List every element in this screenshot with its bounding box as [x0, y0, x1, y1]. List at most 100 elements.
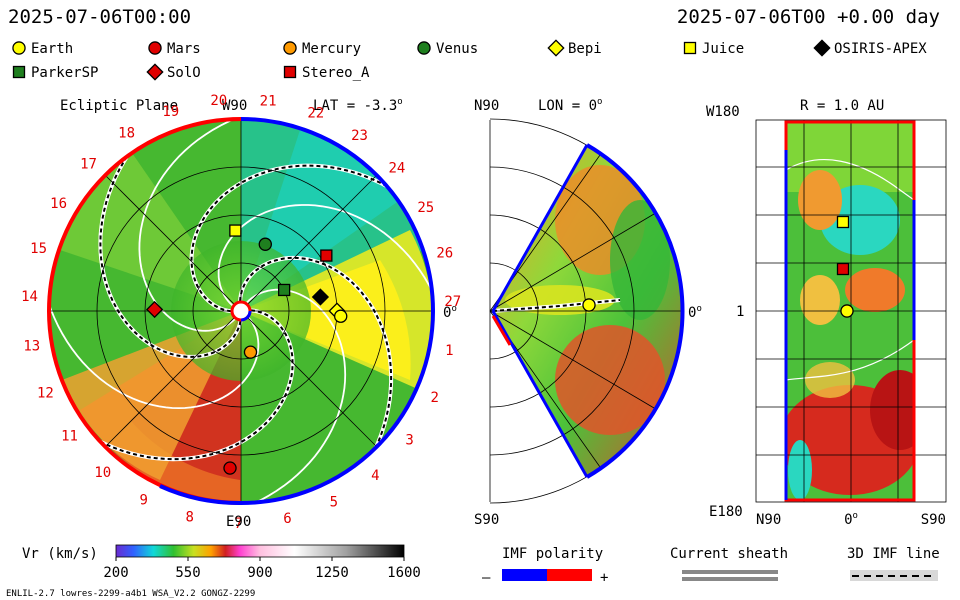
- colorbar-tick: 900: [247, 565, 272, 581]
- colorbar-label: Vr (km/s): [22, 546, 98, 562]
- carrington-label: 10: [94, 465, 111, 481]
- body-venus: [258, 237, 272, 251]
- carrington-label: 14: [21, 289, 38, 305]
- meridional-top-label: N90: [474, 98, 499, 114]
- carrington-label: 5: [330, 495, 338, 511]
- sphere-bottom-left: E180: [709, 504, 743, 520]
- footer-info: ENLIL-2.7 lowres-2299-a4b1 WSA_V2.2 GONG…: [6, 589, 255, 599]
- carrington-label: 24: [388, 160, 405, 176]
- right-time: 2025-07-06T00 +0.00 day: [677, 6, 940, 28]
- body-mars: [223, 461, 237, 475]
- legend-label: SolO: [167, 65, 201, 81]
- colorbar-tick: 550: [175, 565, 200, 581]
- carrington-label: 6: [283, 511, 291, 527]
- carrington-label: 12: [37, 386, 54, 402]
- legend-marker-osiris-apex: [813, 39, 831, 57]
- body-stereo-a-sphere: [836, 262, 850, 276]
- ecliptic-title: Ecliptic Plane: [60, 98, 178, 114]
- carrington-label: 3: [405, 433, 413, 449]
- sphere-bottom-tick: N90: [756, 512, 781, 528]
- ecliptic-right-label: 0o: [443, 304, 457, 321]
- carrington-label: 23: [351, 128, 368, 144]
- ecliptic-top-label: W90: [222, 98, 247, 114]
- body-earth-meridional: [582, 298, 596, 312]
- body-solo: [145, 300, 164, 319]
- sphere-top-left: W180: [706, 104, 740, 120]
- legend-label: Juice: [702, 41, 744, 57]
- carrington-label: 26: [436, 246, 453, 262]
- imf-polarity-legend: IMF polarity – +: [482, 546, 608, 586]
- legend-label: Earth: [31, 41, 73, 57]
- carrington-label: 1: [445, 343, 453, 359]
- legend-label: ParkerSP: [31, 65, 98, 81]
- carrington-label: 2: [430, 390, 438, 406]
- body-earth-sphere: [840, 304, 854, 318]
- legend-marker-bepi: [547, 39, 565, 57]
- legend-label: Mercury: [302, 41, 361, 57]
- carrington-label: 16: [50, 196, 67, 212]
- colorbar: Vr (km/s) 200 550 900 1250 1600: [22, 544, 421, 581]
- imf-positive-swatch: [547, 569, 592, 581]
- ecliptic-lat-label: LAT = -3.3o: [313, 97, 403, 114]
- current-sheath-legend: Current sheath: [670, 546, 788, 581]
- sphere-bottom-tick: 0o: [844, 511, 858, 528]
- body-osiris-apex: [311, 288, 330, 306]
- meridional-panel: N90 LON = 0o 0o S90: [474, 97, 702, 528]
- carrington-label: 17: [80, 157, 97, 173]
- legend-label: Stereo_A: [302, 65, 370, 81]
- meridional-map: [493, 145, 683, 477]
- body-mercury: [243, 345, 258, 359]
- body-parkersp: [277, 283, 291, 297]
- colorbar-tick: 1250: [315, 565, 349, 581]
- carrington-label: 7: [234, 516, 242, 532]
- legend-marker-mars: [148, 41, 162, 55]
- meridional-lon-label: LON = 0o: [538, 97, 602, 114]
- legend-marker-venus: [417, 41, 431, 55]
- carrington-label: 20: [210, 93, 227, 109]
- meridional-right-label: 0o: [688, 304, 702, 321]
- sphere-mid-left: 1: [736, 304, 744, 320]
- colorbar-tick: 200: [103, 565, 128, 581]
- legend-marker-mercury: [283, 41, 297, 55]
- carrington-label: 21: [260, 94, 277, 110]
- carrington-label: 19: [162, 104, 179, 120]
- imf-minus: –: [482, 570, 491, 586]
- legend-label: Bepi: [568, 41, 602, 57]
- carrington-label: 18: [118, 126, 135, 142]
- current-sheath-title: Current sheath: [670, 546, 788, 562]
- legend-marker-solo: [146, 63, 164, 81]
- carrington-label: 15: [30, 241, 47, 257]
- sphere-panel: R = 1.0 AU W180 1 E180: [706, 98, 947, 528]
- carrington-label: 11: [61, 429, 78, 445]
- body-juice: [229, 224, 242, 237]
- legend-label: Mars: [167, 41, 201, 57]
- meridional-bottom-label: S90: [474, 512, 499, 528]
- ecliptic-bottom-label: E90: [226, 514, 251, 530]
- legend-label: Venus: [436, 41, 478, 57]
- sphere-bottom-tick: S90: [921, 512, 946, 528]
- body-earth: [334, 309, 348, 323]
- carrington-label: 4: [371, 468, 379, 484]
- carrington-label: 13: [23, 338, 40, 354]
- legend-label: OSIRIS-APEX: [834, 41, 927, 57]
- sphere-title: R = 1.0 AU: [800, 98, 884, 114]
- imf-3d-title: 3D IMF line: [847, 546, 940, 562]
- carrington-label: 22: [307, 106, 324, 122]
- carrington-label: 25: [417, 200, 434, 216]
- colorbar-tick: 1600: [387, 565, 421, 581]
- imf-negative-swatch: [502, 569, 547, 581]
- legend-marker-juice: [683, 41, 697, 55]
- carrington-label: 27: [444, 294, 461, 310]
- legend: Earth Mars Mercury Venus Bepi Juice OSIRIS-APE…: [12, 39, 927, 81]
- body-stereo_a: [320, 249, 333, 262]
- imf-3d-line-legend: 3D IMF line: [847, 546, 940, 581]
- imf-plus: +: [600, 570, 608, 586]
- ecliptic-panel: Ecliptic Plane W90 LAT = -3.3o: [21, 93, 461, 532]
- left-time: 2025-07-06T00:00: [8, 6, 191, 28]
- carrington-label: 9: [139, 492, 147, 508]
- legend-marker-parkersp: [12, 65, 26, 79]
- imf-polarity-title: IMF polarity: [502, 546, 603, 562]
- body-juice-sphere: [836, 215, 850, 229]
- legend-marker-stereo_a: [283, 65, 297, 79]
